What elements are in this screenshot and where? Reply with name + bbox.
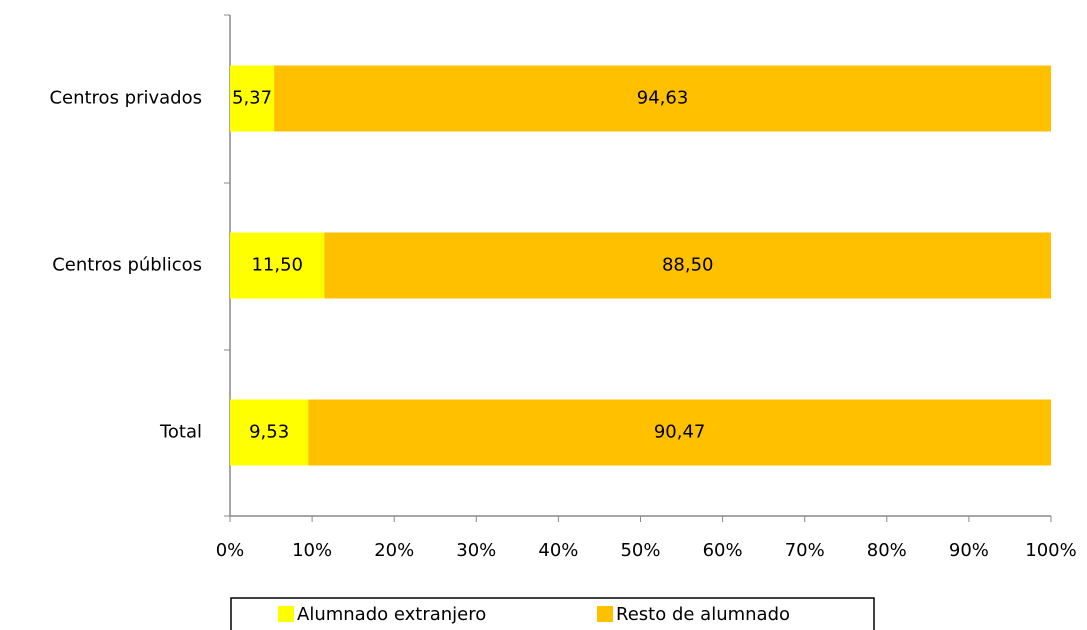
y-tick-label: Total <box>159 422 202 443</box>
y-tick-label: Centros públicos <box>52 255 202 276</box>
x-tick-label: 60% <box>703 540 743 561</box>
legend-swatch <box>597 606 613 622</box>
x-tick-label: 80% <box>867 540 907 561</box>
legend-box <box>230 597 875 630</box>
x-tick-label: 30% <box>456 540 496 561</box>
bar-segment <box>230 399 309 466</box>
bar-segment <box>274 65 1051 132</box>
x-tick-label: 20% <box>374 540 414 561</box>
data-label: 94,63 <box>637 88 689 109</box>
data-label: 88,50 <box>662 255 714 276</box>
y-tick-label: Centros privados <box>49 88 202 109</box>
legend-label: Alumnado extranjero <box>297 604 486 625</box>
legend-label: Resto de alumnado <box>616 604 790 625</box>
data-label: 5,37 <box>232 88 272 109</box>
data-label: 90,47 <box>654 422 706 443</box>
legend-swatch <box>278 606 294 622</box>
data-label: 11,50 <box>251 255 303 276</box>
x-tick-label: 10% <box>292 540 332 561</box>
x-tick-label: 0% <box>216 540 245 561</box>
x-tick-label: 90% <box>949 540 989 561</box>
x-tick-label: 70% <box>785 540 825 561</box>
x-tick-label: 50% <box>620 540 660 561</box>
bar-segment <box>308 399 1051 466</box>
x-tick-label: 100% <box>1025 540 1076 561</box>
bar-segment <box>230 232 325 299</box>
bar-segment <box>230 65 275 132</box>
x-tick-label: 40% <box>538 540 578 561</box>
bar-segment <box>324 232 1051 299</box>
data-label: 9,53 <box>249 422 289 443</box>
